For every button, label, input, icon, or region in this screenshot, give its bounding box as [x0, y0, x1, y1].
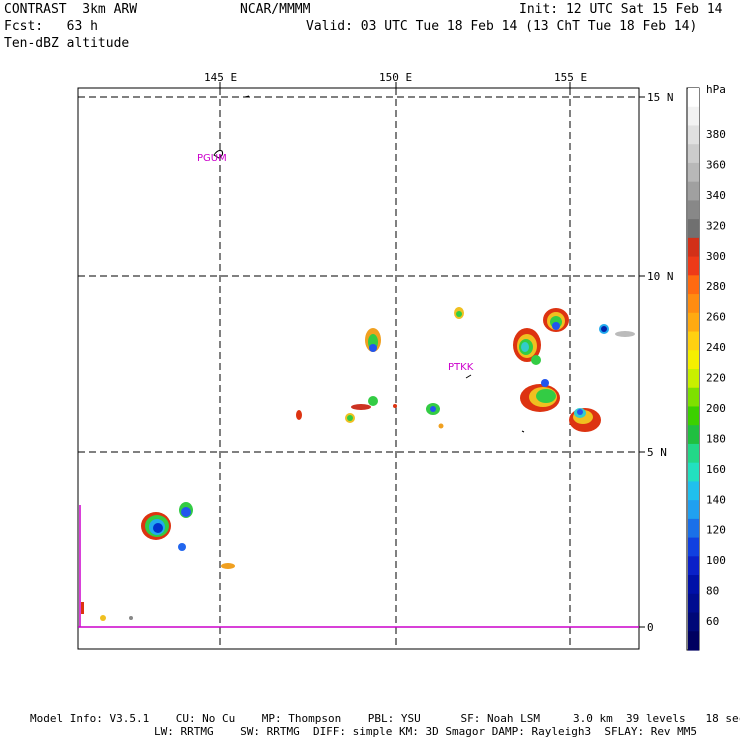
echo-cluster-ne	[513, 308, 635, 365]
lat-label-0: 0	[647, 621, 654, 634]
colorbar-tick-label: 300	[706, 250, 726, 263]
colorbar-block	[688, 312, 699, 333]
colorbar-block	[688, 237, 699, 258]
colorbar-block	[688, 556, 699, 576]
pohnpei-islet	[521, 430, 525, 433]
colorbar-block	[688, 256, 699, 276]
color-legend: hPa 380 360 340 320 300 280 260 240 220 200 180 160…	[686, 83, 726, 651]
colorbar-block	[688, 369, 699, 389]
lat-label-15n: 15 N	[647, 91, 674, 104]
colorbar-block	[688, 425, 699, 445]
colorbar-tick-label: 380	[706, 128, 726, 141]
domain-boundary	[78, 505, 639, 628]
colorbar-block	[688, 125, 699, 145]
colorbar-block	[688, 162, 699, 183]
colorbar-tick-label: 60	[706, 615, 719, 628]
colorbar-block	[688, 593, 699, 614]
lon-label-155: 155 E	[554, 71, 587, 84]
init-time: Init: 12 UTC Sat 15 Feb 14	[519, 2, 723, 17]
colorbar-block	[688, 612, 699, 632]
model-info-line2: LW: RRTMG SW: RRTMG DIFF: simple KM: 3D …	[154, 725, 698, 738]
colorbar-tick-label: 100	[706, 554, 726, 567]
station-pgum: PGUM	[197, 153, 227, 164]
model-info-line1: Model Info: V3.5.1 CU: No Cu MP: Thompso…	[30, 712, 740, 725]
colorbar-block	[688, 331, 699, 351]
colorbar-tick-label: 180	[706, 432, 726, 445]
colorbar-block	[688, 481, 699, 501]
lat-label-10n: 10 N	[647, 270, 674, 283]
colorbar-tick-label: 220	[706, 372, 726, 385]
station-ptkk: PTKK	[448, 362, 474, 373]
echo-cluster-sw	[81, 502, 235, 621]
colorbar-block	[688, 275, 699, 295]
colorbar-block	[688, 406, 699, 426]
radar-echoes	[81, 307, 635, 621]
colorbar-tick-label: 320	[706, 219, 726, 232]
colorbar-tick-label: 340	[706, 189, 726, 202]
colorbar-unit: hPa	[706, 83, 726, 96]
colorbar-tick-label: 80	[706, 585, 719, 598]
colorbar-block	[688, 200, 699, 220]
colorbar-tick-label: 200	[706, 402, 726, 415]
colorbar-block	[688, 181, 699, 201]
colorbar-tick-label: 260	[706, 311, 726, 324]
colorbar-tick-label: 240	[706, 341, 726, 354]
org-label: NCAR/MMMM	[240, 2, 311, 17]
tick-marks	[219, 82, 645, 628]
valid-time: Valid: 03 UTC Tue 18 Feb 14 (13 ChT Tue …	[306, 19, 698, 34]
colorbar-block	[688, 219, 699, 239]
lat-label-5n: 5 N	[647, 446, 667, 459]
lon-label-150: 150 E	[379, 71, 412, 84]
field-name: Ten-dBZ altitude	[4, 36, 130, 51]
colorbar-block	[688, 387, 699, 408]
colorbar-block	[688, 537, 699, 557]
echo-cluster-central	[296, 307, 464, 429]
colorbar-block	[688, 575, 699, 595]
colorbar-block	[688, 106, 699, 127]
colorbar-block	[688, 350, 699, 370]
forecast-hour: Fcst: 63 h	[4, 19, 98, 34]
islet-north	[244, 95, 250, 98]
coastlines	[213, 95, 525, 433]
colorbar-block	[688, 443, 699, 464]
colorbar-tick-label: 280	[706, 280, 726, 293]
map-frame	[77, 87, 640, 650]
colorbar-block	[688, 294, 699, 314]
map-grid	[78, 88, 639, 649]
colorbar-block	[688, 88, 699, 108]
model-title: CONTRAST 3km ARW	[4, 2, 138, 17]
colorbar-tick-label: 360	[706, 158, 726, 171]
colorbar-block	[688, 462, 699, 482]
colorbar-block	[688, 631, 699, 651]
colorbar-block	[688, 144, 699, 164]
colorbar-tick-label: 160	[706, 463, 726, 476]
colorbar-tick-label: 120	[706, 524, 726, 537]
colorbar-tick-label: 140	[706, 493, 726, 506]
colorbar-block	[688, 518, 699, 539]
echo-cluster-se	[520, 379, 601, 432]
colorbar-block	[688, 500, 699, 520]
guam-coast	[213, 150, 224, 159]
lon-label-145: 145 E	[204, 71, 237, 84]
chuuk-coast	[465, 374, 472, 379]
